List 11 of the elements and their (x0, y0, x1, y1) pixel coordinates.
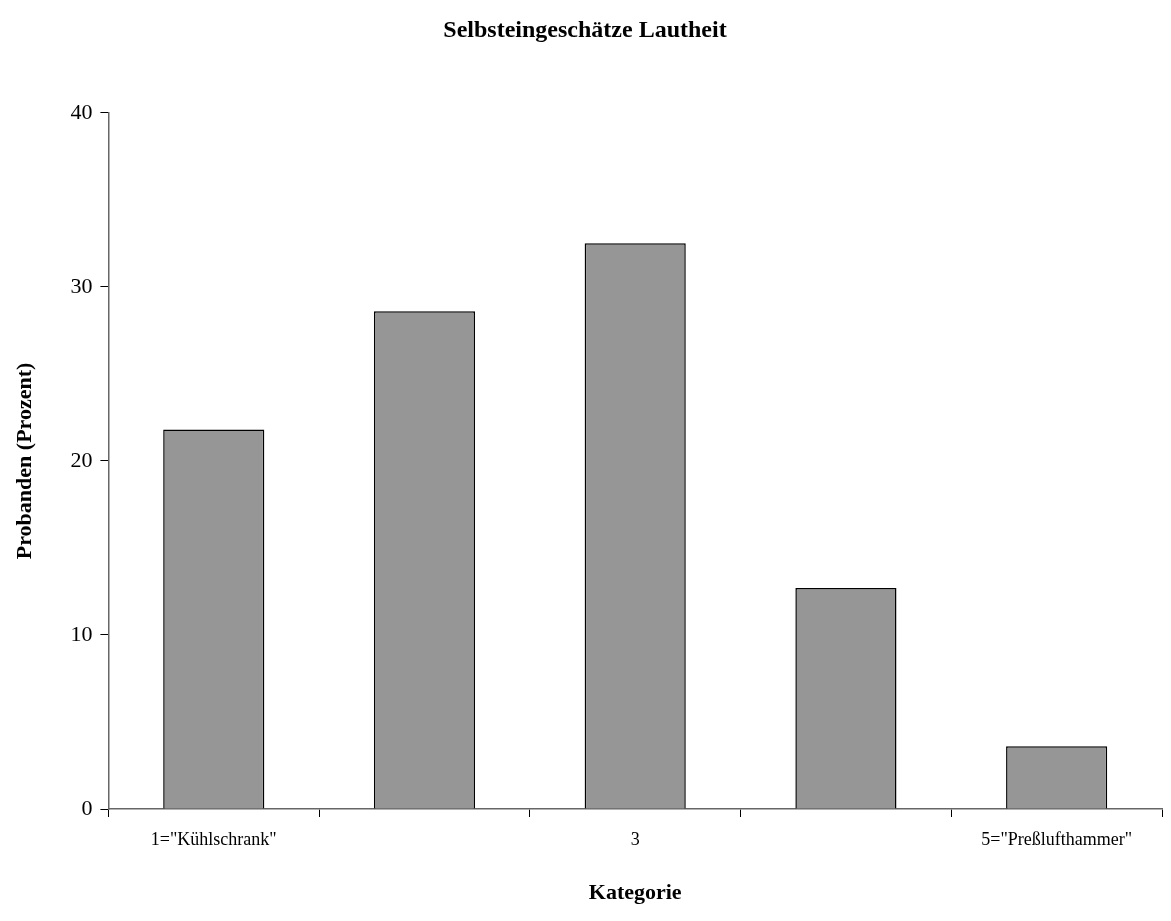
x-tick-label: 3 (630, 828, 640, 849)
x-tick-label: 1="Kühlschrank" (150, 828, 277, 849)
chart-title: Selbsteingeschätze Lautheit (443, 15, 727, 42)
y-tick-label: 40 (70, 98, 93, 124)
y-tick-label: 20 (70, 446, 93, 472)
y-tick-label: 0 (81, 794, 93, 820)
y-tick-label: 30 (70, 272, 93, 298)
y-axis-title: Probanden (Prozent) (10, 362, 36, 560)
x-axis-title: Kategorie (588, 879, 682, 905)
x-tick-label: 5="Preßlufthammer" (981, 828, 1133, 849)
y-tick-label: 10 (70, 620, 93, 646)
